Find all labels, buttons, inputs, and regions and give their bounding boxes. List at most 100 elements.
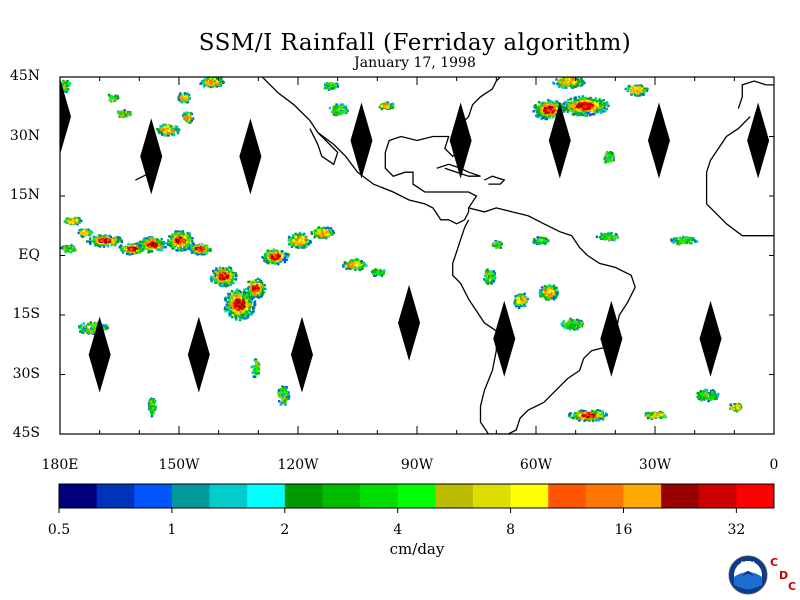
- colorbar-tick-label: 1: [167, 522, 177, 538]
- rain-cluster: [209, 266, 238, 288]
- rain-cluster: [560, 95, 610, 117]
- rain-cluster: [624, 84, 649, 97]
- rain-cluster: [60, 243, 77, 254]
- rain-cluster: [177, 92, 191, 104]
- colorbar-tick-label: 2: [280, 522, 290, 538]
- cdc-logo-c2: C: [788, 580, 797, 593]
- y-tick-label: 15S: [12, 306, 40, 322]
- rain-cluster: [378, 101, 395, 111]
- coastline-north-america: [261, 77, 501, 225]
- colorbar-frame: [58, 483, 775, 509]
- rain-cluster: [187, 242, 212, 256]
- coastline-hawaii: [135, 171, 152, 181]
- y-tick-label: EQ: [18, 246, 40, 263]
- rain-cluster: [199, 77, 225, 89]
- y-tick-label: 30N: [9, 127, 40, 144]
- rain-cluster: [644, 410, 667, 420]
- rain-cluster: [532, 236, 550, 246]
- colorbar-swatch: [548, 484, 587, 508]
- colorbar-swatch: [134, 484, 173, 508]
- colorbar-swatch: [360, 484, 399, 508]
- colorbar-tick-label: 0.5: [47, 522, 71, 538]
- coastline-cuba: [436, 163, 481, 177]
- rain-cluster: [116, 109, 132, 119]
- coastline-layer: [135, 77, 774, 434]
- rain-cluster: [328, 103, 349, 117]
- rain-cluster: [560, 317, 584, 331]
- x-tick-label: 30W: [638, 457, 672, 473]
- colorbar: [58, 483, 775, 513]
- rain-cluster: [166, 230, 195, 252]
- rain-cluster: [323, 82, 339, 91]
- orbit-gap: [548, 102, 571, 179]
- x-tick-label: 0: [769, 457, 779, 473]
- axis-ticks: [59, 76, 775, 435]
- orbit-gap: [290, 316, 313, 393]
- colorbar-swatch: [698, 484, 737, 508]
- colorbar-swatch: [623, 484, 662, 508]
- rain-cluster: [552, 77, 586, 89]
- colorbar-swatch: [397, 484, 436, 508]
- rain-cluster: [538, 284, 560, 301]
- rain-cluster: [107, 93, 120, 103]
- coastline-africa: [705, 116, 774, 237]
- rain-cluster: [147, 397, 157, 418]
- coastline-baja: [309, 128, 339, 166]
- y-tick-label: 45N: [9, 68, 40, 84]
- colorbar-tick-label: 8: [506, 522, 516, 538]
- rain-cluster: [245, 277, 267, 299]
- y-tick-label: 45S: [12, 425, 40, 441]
- rain-cluster: [670, 235, 699, 246]
- orbit-gap: [187, 316, 210, 393]
- x-tick-label: 60W: [519, 457, 553, 473]
- noaa-logo-text: NOAA: [741, 561, 756, 567]
- colorbar-swatch: [284, 484, 323, 508]
- orbit-gap: [699, 300, 722, 377]
- orbit-gap: [239, 118, 262, 195]
- colorbar-tick-label: 32: [727, 522, 746, 538]
- rain-cluster: [568, 409, 609, 423]
- rain-cluster: [277, 385, 291, 406]
- orbit-gap: [647, 102, 670, 179]
- orbit-gap: [747, 102, 770, 179]
- rain-cluster: [60, 79, 72, 94]
- rain-cluster: [181, 111, 195, 124]
- colorbar-swatch: [322, 484, 361, 508]
- rain-cluster: [482, 268, 497, 285]
- orbit-gap: [449, 102, 472, 179]
- colorbar-swatch: [472, 484, 512, 508]
- orbit-gap-layer: [60, 78, 770, 393]
- rain-cluster: [603, 150, 615, 164]
- x-tick-label: 90W: [400, 457, 434, 473]
- orbit-gap: [398, 284, 421, 361]
- orbit-gap: [600, 300, 623, 377]
- rain-layer: [60, 77, 743, 423]
- rain-cluster: [729, 403, 743, 413]
- cdc-logo-c1: C: [770, 556, 779, 569]
- colorbar-swatch: [510, 484, 549, 508]
- colorbar-swatch: [59, 484, 98, 508]
- colorbar-units: cm/day: [389, 540, 445, 558]
- cdc-logo-d: D: [779, 569, 789, 582]
- rain-cluster: [342, 258, 368, 272]
- rain-cluster: [310, 226, 335, 240]
- rain-cluster: [696, 388, 720, 403]
- colorbar-swatch: [96, 484, 135, 508]
- colorbar-swatch: [171, 484, 211, 508]
- colorbar-swatch: [209, 484, 248, 508]
- orbit-gap: [60, 78, 71, 155]
- map-subtitle: January 17, 1998: [354, 55, 476, 71]
- coastline-south-america: [452, 207, 636, 434]
- x-tick-label: 150W: [158, 457, 200, 473]
- rain-cluster: [513, 292, 530, 310]
- colorbar-swatch: [435, 484, 474, 508]
- rain-cluster: [78, 321, 110, 335]
- orbit-gap: [493, 300, 516, 377]
- rain-cluster: [287, 231, 312, 249]
- y-tick-label: 30S: [12, 365, 40, 382]
- rain-cluster: [595, 231, 619, 242]
- colorbar-tick-label: 4: [393, 522, 403, 538]
- rain-cluster: [63, 216, 83, 226]
- rain-cluster: [138, 235, 167, 254]
